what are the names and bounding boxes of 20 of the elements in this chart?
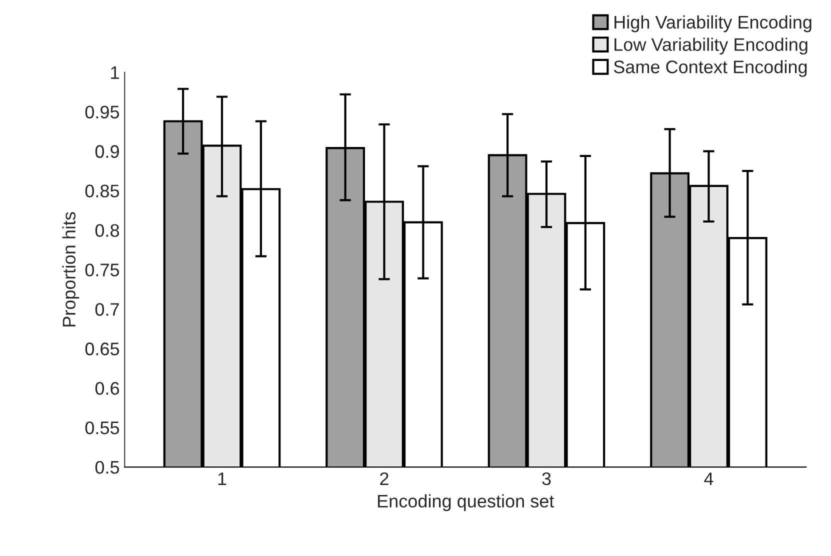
legend-label: High Variability Encoding [614,15,812,32]
x-tick-label: 1 [218,472,226,485]
y-tick-label: 0.6 [95,382,119,395]
y-tick-label: 0.5 [95,460,120,474]
x-tick-label: 2 [380,472,388,485]
y-tick-label: 0.8 [95,224,120,237]
y-tick-label: 0.7 [95,303,119,316]
y-tick-label: 1 [111,66,119,79]
y-tick-label: 0.85 [85,184,120,198]
legend-label: Same Context Encoding [614,60,807,77]
y-tick-label: 0.65 [85,342,120,356]
y-axis-title: Proportion hits [62,212,80,326]
y-tick-label: 0.95 [85,106,120,118]
legend-label: Low Variability Encoding [614,38,808,55]
y-tick-label: 0.9 [95,145,119,158]
y-tick-label: 0.75 [85,264,120,276]
x-tick-label: 3 [542,472,551,486]
y-tick-label: 0.55 [85,422,120,434]
x-axis-title: Encoding question set [378,494,554,512]
x-tick-label: 4 [704,472,714,485]
